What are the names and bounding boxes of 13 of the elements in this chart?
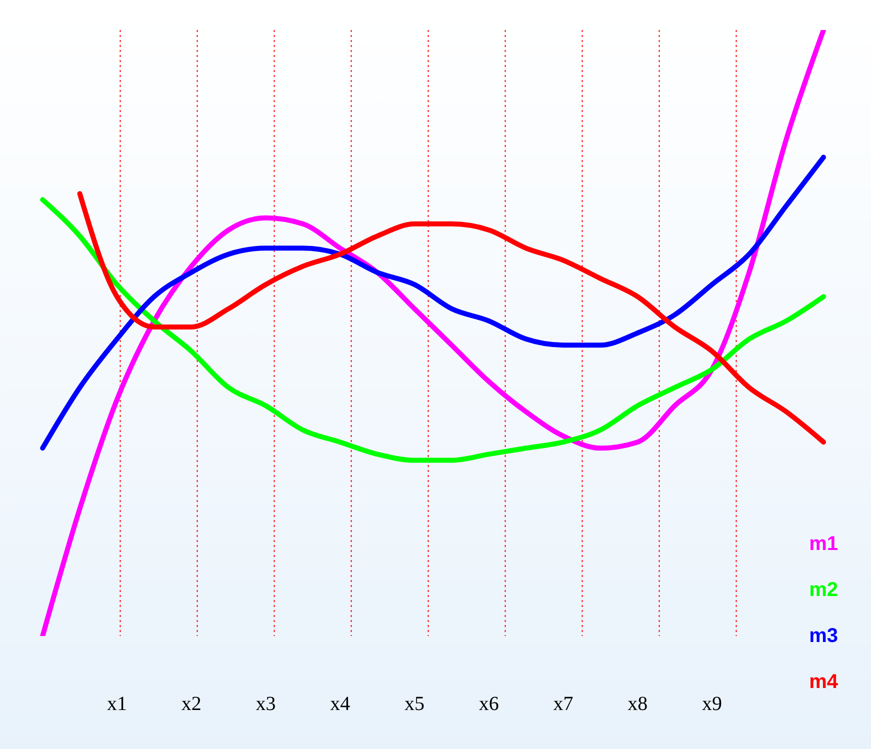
x-tick-label: x8	[628, 693, 648, 716]
text: m4	[809, 670, 838, 695]
x-tick-label: x6	[478, 693, 499, 716]
x-tick-label: x2	[181, 693, 202, 716]
text: m3	[809, 624, 838, 649]
x-tick-label: x5	[404, 693, 424, 716]
x-tick-label: x9	[702, 693, 722, 716]
text: m2	[809, 578, 838, 603]
x-tick-label: x4	[330, 693, 350, 716]
text: m1	[809, 532, 838, 557]
x-tick-label: x3	[256, 693, 276, 716]
x-tick-label: x7	[553, 693, 574, 716]
x-tick-label: x1	[106, 693, 127, 716]
